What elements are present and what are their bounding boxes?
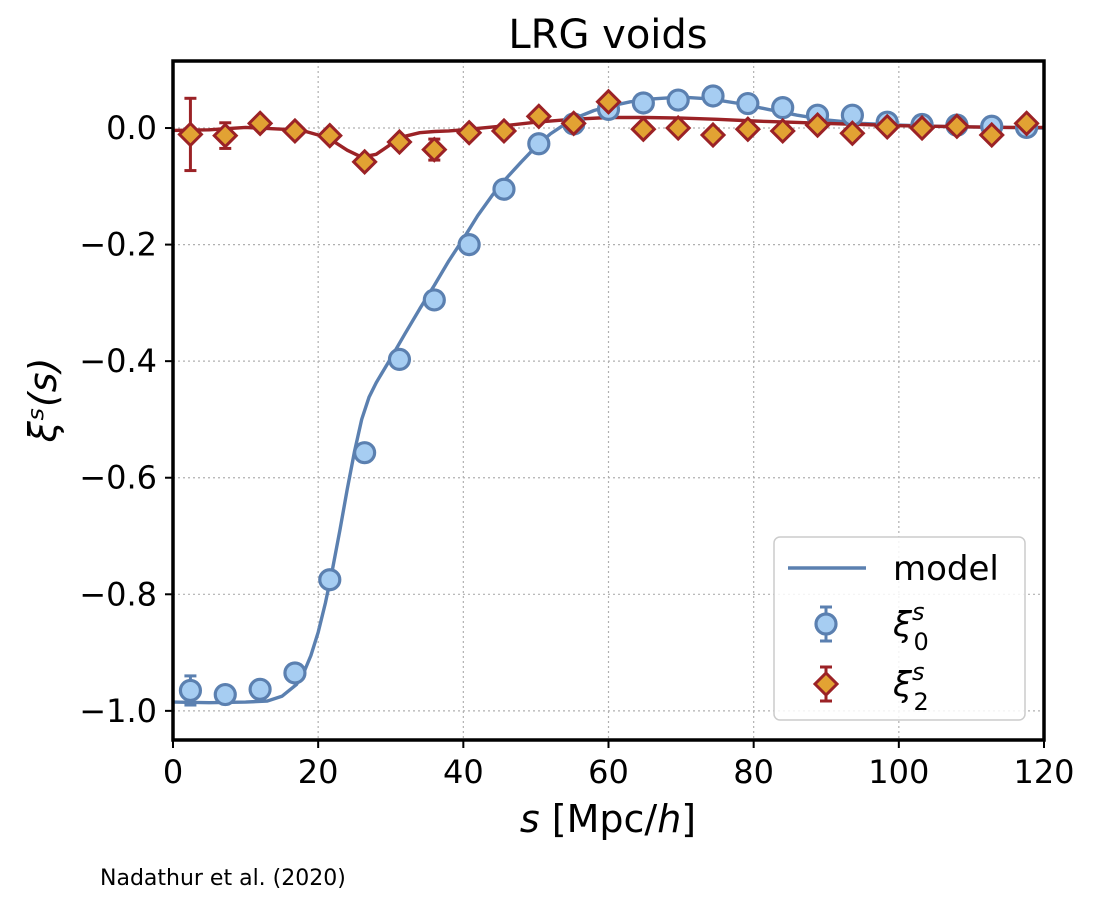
series-layer [172, 84, 1045, 707]
quadrupole-point [525, 103, 552, 130]
y-axis-label: ξˢ(s) [21, 358, 65, 444]
y-tick-label: −0.8 [79, 575, 157, 613]
y-tick-label: −0.6 [79, 459, 157, 497]
monopole-point [387, 347, 412, 372]
quadrupole-point [212, 122, 239, 149]
x-tick-label: 20 [298, 753, 339, 791]
legend-entry: model [788, 549, 999, 589]
legend-circle-marker [814, 612, 838, 636]
quadrupole-point [769, 117, 796, 145]
monopole-point [701, 84, 725, 108]
quadrupole-point [630, 116, 657, 143]
quadrupole-point [874, 113, 901, 140]
monopole-point [457, 232, 481, 257]
quadrupole-point [1013, 110, 1040, 137]
quadrupole-point [246, 110, 274, 137]
legend-entry: ξs 2 [812, 658, 929, 716]
quadrupole-point [281, 117, 309, 145]
quadrupole-point [734, 116, 761, 143]
ticks: 0 20 40 60 80 100 120 0.0 −0.2 −0.4 −0.6 −0.8 −1.0 [79, 109, 1074, 791]
chart-title: LRG voids [508, 12, 707, 58]
legend: model ξs 0ξs 2 [773, 536, 1026, 721]
legend-diamond-marker [812, 670, 840, 698]
y-tick-label: 0.0 [106, 109, 157, 147]
quadrupole-point [490, 117, 518, 145]
x-tick-label: 60 [588, 753, 629, 791]
x-tick-label: 100 [868, 753, 929, 791]
quadrupole-point [316, 122, 343, 149]
quadrupole-point [839, 120, 866, 147]
monopole-point [631, 91, 655, 115]
monopole-point [318, 568, 342, 592]
x-axis-label: s [Mpc/h] [520, 797, 696, 841]
quadrupole-point [699, 121, 727, 149]
legend-label: ξs 2 [892, 658, 929, 716]
x-tick-label: 40 [443, 753, 484, 791]
monopole-point [422, 288, 446, 312]
monopole-point [178, 678, 203, 703]
monopole-point [248, 677, 272, 701]
legend-box [773, 536, 1026, 721]
quadrupole-point [908, 114, 936, 142]
quadrupole-point [595, 88, 622, 115]
x-tick-label: 0 [163, 753, 183, 791]
quadrupole-point [456, 119, 483, 146]
quadrupole-point [386, 128, 413, 156]
quadrupole-point [943, 113, 971, 140]
quadrupole-point [978, 121, 1005, 149]
x-tick-label: 120 [1013, 753, 1074, 791]
quadrupole-point [804, 111, 831, 139]
x-tick-label: 80 [733, 753, 774, 791]
monopole-point [771, 96, 795, 120]
legend-label: model [893, 549, 999, 589]
monopole-point [353, 441, 377, 465]
quadrupole-point [560, 110, 587, 137]
quadrupole-point [421, 136, 448, 163]
credit-text: Nadathur et al. (2020) [100, 866, 346, 891]
legend-entry: ξs 0 [814, 598, 929, 656]
quadrupole-point [351, 148, 378, 175]
quadrupole-point [177, 121, 204, 148]
monopole-point [736, 91, 760, 116]
monopole-point [492, 177, 516, 201]
monopole-point [666, 88, 690, 112]
quadrupole-point [665, 114, 692, 142]
y-tick-label: −1.0 [79, 692, 157, 730]
monopole-point [527, 132, 551, 156]
legend-label: ξs 0 [892, 598, 929, 656]
y-tick-label: −0.4 [79, 342, 157, 380]
monopole-point [283, 661, 307, 685]
monopole-point [213, 682, 237, 707]
y-tick-label: −0.2 [79, 226, 157, 264]
